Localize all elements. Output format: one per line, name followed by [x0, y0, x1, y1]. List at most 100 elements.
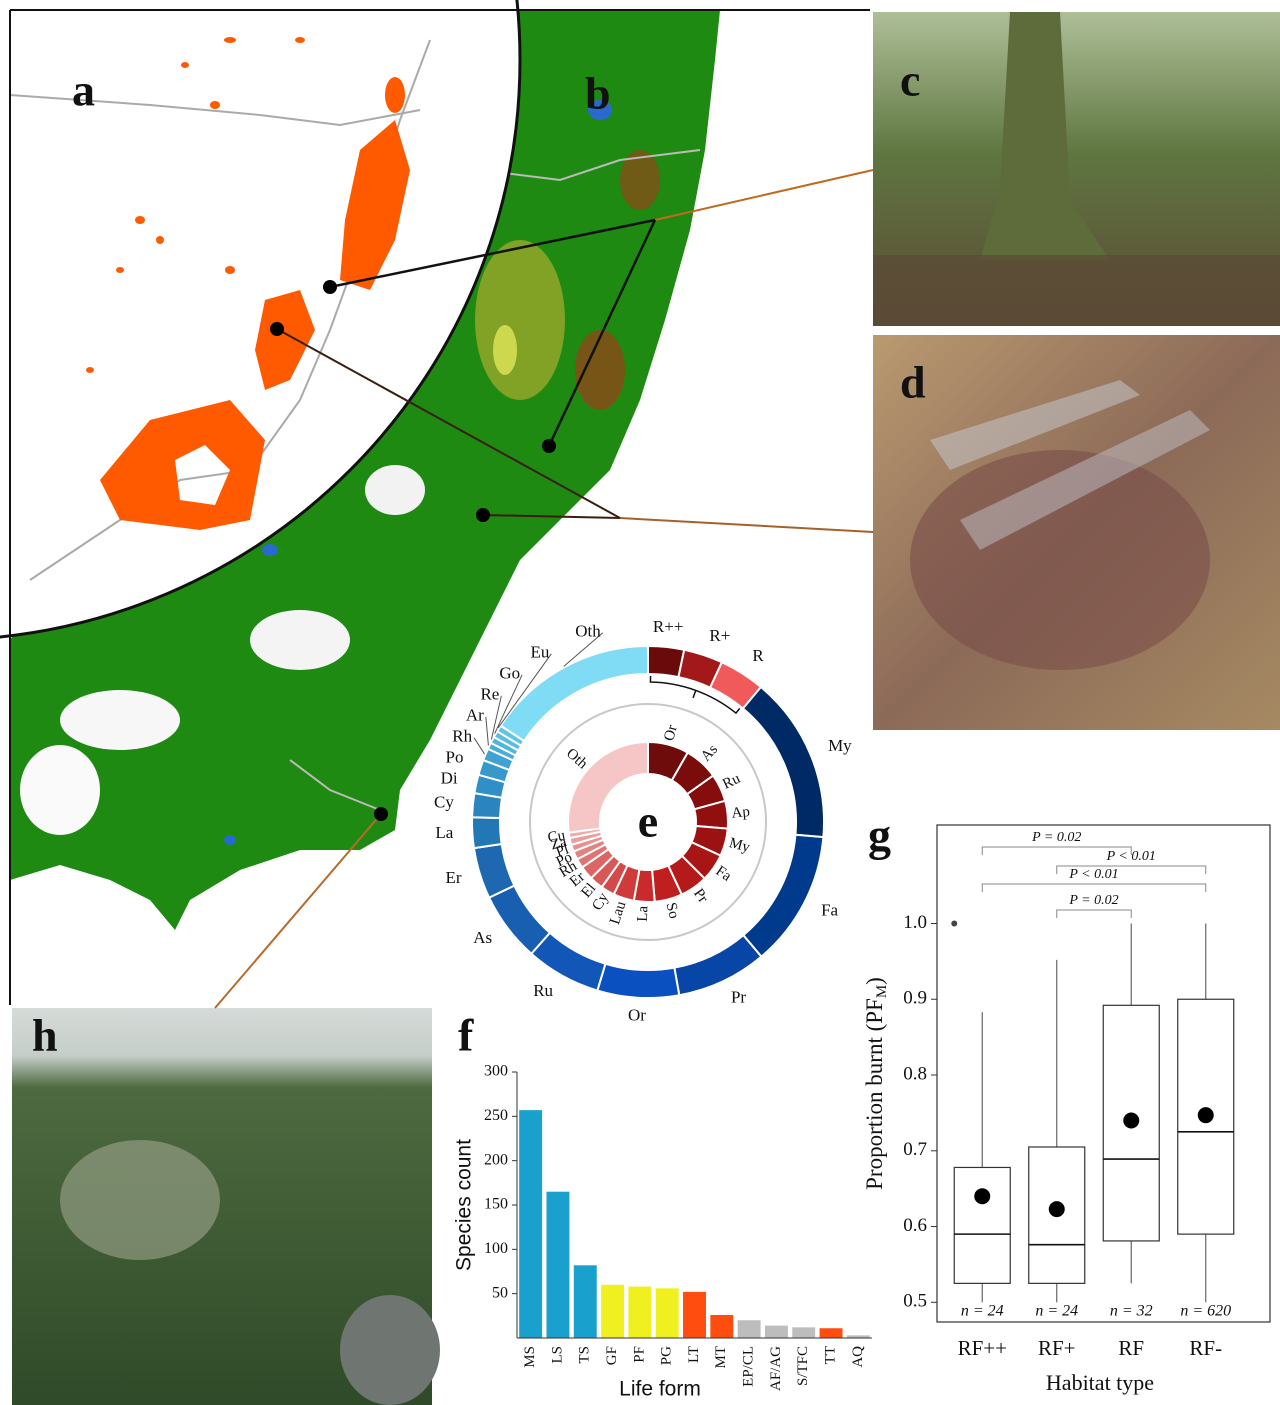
- outer-segment: [743, 835, 823, 957]
- map-a-g-ellipse: [116, 267, 124, 273]
- panel-letter: f: [458, 1010, 474, 1061]
- inner-label: Ru: [720, 771, 743, 793]
- x-axis-label: Habitat type: [1046, 1370, 1154, 1395]
- mean: [1198, 1107, 1214, 1123]
- bar: [765, 1326, 788, 1338]
- photo-d: [873, 335, 1280, 730]
- panel-letter: e: [638, 796, 658, 847]
- n-label: n = 32: [1110, 1303, 1153, 1320]
- comparison-label: P < 0.01: [1068, 867, 1118, 882]
- x-tick-label: S/TFC: [795, 1346, 811, 1386]
- photo-c-rect: [873, 255, 1280, 326]
- outer-label: Po: [446, 748, 464, 767]
- inner-label: La: [635, 905, 652, 922]
- photo-c: [873, 12, 1280, 326]
- map-a-g-ellipse: [156, 236, 164, 244]
- y-tick-label: 100: [484, 1240, 508, 1257]
- page: Figure html, body { margin: 0; padding: …: [0, 0, 1280, 1405]
- mean: [1049, 1201, 1065, 1217]
- y-tick-label: 0.9: [903, 988, 927, 1009]
- n-label: n = 24: [961, 1303, 1004, 1320]
- panel-letter: b: [585, 68, 611, 119]
- y-tick-label: 0.6: [903, 1215, 927, 1236]
- x-tick-label: PF: [631, 1346, 647, 1363]
- photo-h: [12, 1008, 440, 1405]
- x-tick-label: LS: [549, 1346, 565, 1364]
- map-b-ellipse: [475, 240, 565, 400]
- outer-label: Re: [480, 685, 499, 704]
- mean: [1123, 1112, 1139, 1128]
- mean: [974, 1188, 990, 1204]
- x-tick-label: AF/AG: [768, 1346, 784, 1391]
- frame-and-connectors-circle: [374, 807, 388, 821]
- bar: [683, 1292, 706, 1338]
- map-b-ellipse: [493, 325, 517, 375]
- map-a-g-ellipse: [224, 37, 236, 43]
- inner-label: Fa: [713, 863, 735, 885]
- y-axis-label-text: Proportion burnt (PF: [862, 998, 887, 1190]
- charts: R++R+RMyFaPrOrRuAsErLaCyDiPoRhArReGoEuOt…: [434, 617, 1270, 1401]
- map-b-ellipse: [250, 610, 350, 670]
- outer-label: Or: [628, 1006, 646, 1025]
- bar: [628, 1287, 651, 1338]
- outer-label: As: [473, 928, 492, 947]
- x-tick-label: RF-: [1189, 1336, 1222, 1360]
- y-axis-label-suffix: ): [862, 977, 887, 985]
- x-tick-label: RF+: [1038, 1336, 1076, 1360]
- frame-and-connectors-circle: [270, 322, 284, 336]
- comparison-bracket: [1057, 910, 1132, 918]
- y-tick-label: 250: [484, 1107, 508, 1124]
- outer-label: Di: [441, 769, 458, 788]
- box-chart: 0.50.60.70.80.91.0n = 24RF++n = 24RF+n =…: [862, 825, 1270, 1395]
- outer-label: My: [828, 736, 852, 755]
- map-a-g-ellipse: [135, 216, 145, 224]
- map-a-g-ellipse: [86, 367, 94, 373]
- outer-label: Eu: [530, 643, 549, 662]
- leader-line: [474, 738, 484, 754]
- n-label: n = 620: [1180, 1303, 1231, 1320]
- outer-label: Cy: [434, 792, 454, 811]
- frame-and-connectors-circle: [542, 439, 556, 453]
- comparison-label: P = 0.02: [1068, 893, 1118, 908]
- frame-and-connectors-line: [620, 518, 873, 532]
- panel-letter: a: [72, 65, 95, 116]
- map-b-ellipse: [224, 835, 236, 845]
- n-label: n = 24: [1035, 1303, 1078, 1320]
- bar: [738, 1320, 761, 1338]
- x-tick-label: EP/CL: [741, 1346, 757, 1387]
- x-tick-label: RF: [1118, 1336, 1144, 1360]
- inner-label: So: [662, 901, 682, 920]
- map-b-ellipse: [60, 690, 180, 750]
- photo-h-ellipse: [60, 1140, 220, 1260]
- inner-label: Lau: [607, 899, 630, 927]
- bar: [656, 1288, 679, 1338]
- inner-label: Or: [661, 723, 681, 742]
- outer-label: R+: [709, 626, 730, 645]
- map-b-ellipse: [20, 745, 100, 835]
- panel-letter: d: [900, 357, 926, 408]
- x-axis-label: Life form: [619, 1378, 701, 1401]
- map-b-ellipse: [262, 544, 278, 556]
- map-a-g-ellipse: [385, 77, 405, 113]
- outer-label: Go: [499, 664, 520, 683]
- map-b-ellipse: [365, 465, 425, 515]
- outlier: [951, 920, 957, 926]
- bar: [546, 1192, 569, 1338]
- bar: [574, 1265, 597, 1338]
- outer-segment: [474, 844, 514, 898]
- outer-segment: [674, 935, 761, 995]
- x-tick-label: GF: [604, 1346, 620, 1365]
- x-tick-label: PG: [659, 1346, 675, 1365]
- panel-letter: c: [900, 55, 920, 106]
- outer-label: Pr: [731, 987, 746, 1006]
- comparison-label: P = 0.02: [1031, 830, 1081, 845]
- y-tick-label: 50: [492, 1284, 508, 1301]
- x-tick-label: MS: [522, 1346, 538, 1368]
- photo-h-ellipse: [340, 1295, 440, 1405]
- bar: [820, 1328, 843, 1338]
- outer-segment: [743, 687, 824, 837]
- panel-letter: h: [32, 1010, 58, 1061]
- y-tick-label: 1.0: [903, 912, 927, 933]
- outer-label: Ar: [466, 706, 484, 725]
- y-tick-label: 0.7: [903, 1139, 927, 1160]
